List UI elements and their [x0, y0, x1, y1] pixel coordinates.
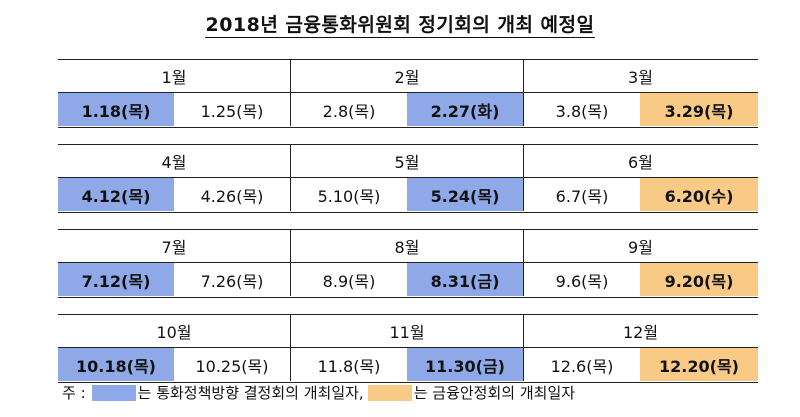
- meeting-date: 2.8(목): [322, 101, 376, 121]
- page-title: 2018년 금융통화위원회 정기회의 개최 예정일: [205, 14, 595, 38]
- month-label: 2월: [291, 60, 524, 92]
- month-label: 5월: [291, 145, 524, 177]
- financial-stability-meeting-date: 12.20(목): [640, 348, 758, 381]
- month-header-row: 4월 5월 6월: [58, 145, 758, 177]
- month-label: 10월: [58, 315, 291, 347]
- meeting-date-row: 10.18(목) 10.25(목) 11.8(목) 11.30(금) 12.6(목) 12…: [58, 347, 758, 382]
- quarter-block: 4월 5월 6월 4.12(목) 4.26(목) 5.10(목) 5.24(목) 6.7(목)…: [58, 144, 758, 213]
- legend: 주 : 는 통화정책방향 결정회의 개최일자, 는 금융안정회의 개최일자: [62, 382, 575, 403]
- quarter-block: 7월 8월 9월 7.12(목) 7.26(목) 8.9(목) 8.31(금) 9.6(목) 9…: [58, 229, 758, 298]
- month-label: 9월: [628, 238, 653, 257]
- meeting-date-row: 4.12(목) 4.26(목) 5.10(목) 5.24(목) 6.7(목) 6.20(수…: [58, 177, 758, 212]
- month-header-row: 7월 8월 9월: [58, 230, 758, 262]
- monetary-policy-meeting-date: 5.24(목): [407, 178, 524, 211]
- quarter-block: 1월 2월 3월 1.18(목) 1.25(목) 2.8(목) 2.27(화) 3.8(목) 3…: [58, 59, 758, 128]
- financial-stability-meeting-date: 6.20(수): [640, 178, 758, 211]
- meeting-date: 12.6(목): [550, 356, 614, 376]
- monetary-policy-meeting-date: 1.18(목): [58, 93, 174, 126]
- financial-stability-meeting-date: 3.29(목): [640, 93, 758, 126]
- month-label: 1월: [58, 60, 291, 92]
- financial-stability-swatch: [367, 384, 412, 401]
- meeting-date: 4.26(목): [174, 178, 291, 211]
- meeting-date: 6.7(목): [555, 186, 609, 206]
- monetary-policy-meeting-date: 11.30(금): [407, 348, 524, 381]
- legend-financial-stability-text: 는 금융안정회의 개최일자: [413, 384, 576, 402]
- monetary-policy-meeting-date: 7.12(목): [58, 263, 174, 296]
- legend-monetary-policy-text: 는 통화정책방향 결정회의 개최일자,: [137, 384, 364, 402]
- quarter-block: 10월 11월 12월 10.18(목) 10.25(목) 11.8(목) 11.30(금)…: [58, 314, 758, 383]
- meeting-date: 1.25(목): [174, 93, 291, 126]
- monetary-policy-swatch: [91, 384, 136, 401]
- meeting-date: 5.10(목): [317, 186, 381, 206]
- meeting-date: 9.6(목): [555, 271, 609, 291]
- month-label: 12월: [622, 323, 659, 342]
- month-label: 4월: [58, 145, 291, 177]
- meeting-date: 11.8(목): [317, 356, 381, 376]
- month-label: 8월: [291, 230, 524, 262]
- monetary-policy-meeting-date: 4.12(목): [58, 178, 174, 211]
- monetary-policy-meeting-date: 2.27(화): [407, 93, 524, 126]
- month-label: 3월: [628, 68, 653, 87]
- monetary-policy-meeting-date: 8.31(금): [407, 263, 524, 296]
- legend-prefix: 주 :: [62, 384, 86, 402]
- financial-stability-meeting-date: 9.20(목): [640, 263, 758, 296]
- month-header-row: 1월 2월 3월: [58, 60, 758, 92]
- meeting-date: 8.9(목): [322, 271, 376, 291]
- meeting-date: 3.8(목): [555, 101, 609, 121]
- meeting-date: 10.25(목): [174, 348, 291, 381]
- month-header-row: 10월 11월 12월: [58, 315, 758, 347]
- month-label: 7월: [58, 230, 291, 262]
- meeting-date-row: 7.12(목) 7.26(목) 8.9(목) 8.31(금) 9.6(목) 9.20(목): [58, 262, 758, 297]
- month-label: 11월: [291, 315, 524, 347]
- month-label: 6월: [628, 153, 653, 172]
- meeting-date-row: 1.18(목) 1.25(목) 2.8(목) 2.27(화) 3.8(목) 3.29(목): [58, 92, 758, 127]
- meeting-date: 7.26(목): [174, 263, 291, 296]
- monetary-policy-meeting-date: 10.18(목): [58, 348, 174, 381]
